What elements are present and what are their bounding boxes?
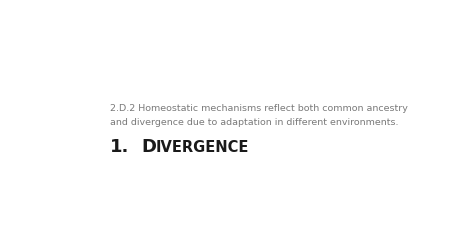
Text: 2.D.2 Homeostatic mechanisms reflect both common ancestry: 2.D.2 Homeostatic mechanisms reflect bot… bbox=[110, 103, 408, 112]
Text: and divergence due to adaptation in different environments.: and divergence due to adaptation in diff… bbox=[110, 118, 399, 127]
Text: 1.: 1. bbox=[110, 138, 130, 156]
Text: D: D bbox=[142, 138, 157, 156]
Text: IVERGENCE: IVERGENCE bbox=[156, 139, 249, 154]
